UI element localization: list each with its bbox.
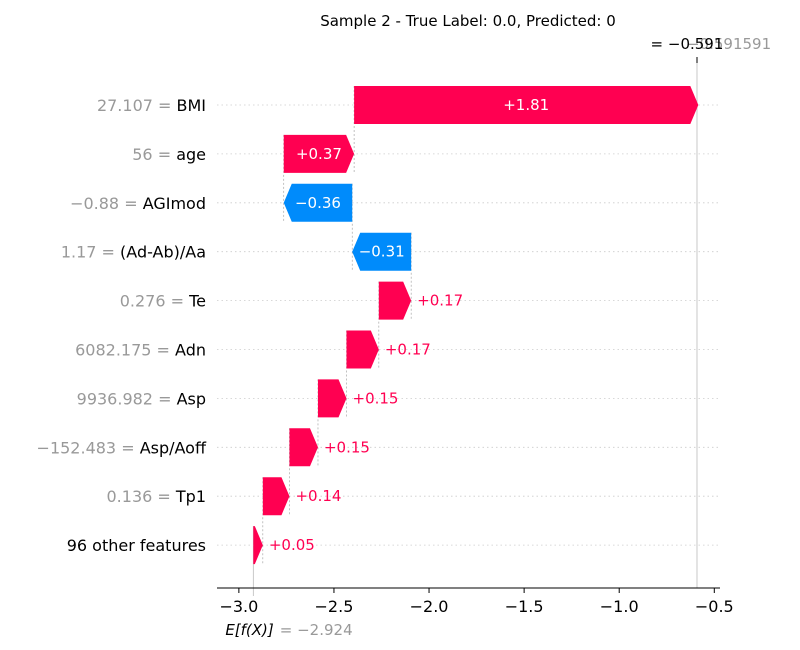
feature-name: 96 other features — [67, 536, 206, 555]
waterfall-bar — [346, 330, 379, 369]
feature-name: age — [176, 145, 206, 164]
waterfall-bar — [352, 232, 412, 271]
output-value-marker: −0.591591= −0.591 — [651, 35, 771, 63]
waterfall-bar — [354, 86, 699, 124]
contribution-label: −0.31 — [359, 243, 405, 261]
x-tick-label: −3.0 — [219, 597, 258, 616]
feature-label: 9936.982 = Asp — [77, 389, 206, 408]
feature-name: Te — [188, 292, 206, 311]
base-value-label: E[f(X)] = −2.924 — [225, 621, 352, 639]
feature-name: Asp/Aoff — [140, 438, 207, 457]
output-value-overlap-label: −0.591591 — [687, 35, 771, 53]
feature-value: 56 = — [132, 145, 176, 164]
feature-value: 0.276 = — [120, 292, 189, 311]
feature-label: −0.88 = AGImod — [70, 194, 206, 213]
x-tick-label: −1.5 — [505, 597, 544, 616]
feature-name: Tp1 — [175, 487, 206, 506]
feature-value: −152.483 = — [37, 438, 140, 457]
output-value-label: = −0.591 — [651, 35, 724, 53]
waterfall-bar — [378, 281, 412, 320]
feature-name: BMI — [177, 96, 207, 115]
contribution-label: +1.81 — [503, 96, 549, 114]
waterfall-bar — [262, 477, 290, 516]
feature-name: AGImod — [143, 194, 206, 213]
feature-name: (Ad-Ab)/Aa — [120, 243, 206, 262]
waterfall-bar — [317, 379, 347, 418]
feature-label: 27.107 = BMI — [97, 96, 206, 115]
contribution-label: −0.36 — [295, 194, 341, 212]
feature-value: −0.88 = — [70, 194, 143, 213]
contribution-label: +0.14 — [295, 487, 341, 505]
waterfall-bar — [283, 134, 355, 173]
bar-layer — [253, 86, 699, 565]
contribution-label: +0.15 — [353, 389, 399, 407]
feature-label: 0.136 = Tp1 — [107, 487, 207, 506]
feature-label: −152.483 = Asp/Aoff — [37, 438, 207, 457]
x-tick-label: −2.0 — [410, 597, 449, 616]
label-layer: +1.81 27.107 = BMI +0.37 56 = age −0.36 −0.88… — [37, 96, 550, 555]
waterfall-bar — [289, 428, 318, 467]
contribution-label: +0.17 — [385, 341, 431, 359]
feature-label: 96 other features — [67, 536, 206, 555]
feature-name: Adn — [175, 341, 206, 360]
chart-title: Sample 2 - True Label: 0.0, Predicted: 0 — [320, 12, 616, 30]
contribution-label: +0.17 — [417, 292, 463, 310]
x-tick-label: −0.5 — [695, 597, 734, 616]
feature-value: 6082.175 = — [75, 341, 175, 360]
contribution-label: +0.15 — [324, 438, 370, 456]
feature-value: 9936.982 = — [77, 389, 177, 408]
waterfall-bar — [253, 526, 263, 565]
waterfall-bar — [283, 183, 353, 222]
connector-layer — [262, 86, 412, 565]
feature-value: 27.107 = — [97, 96, 177, 115]
feature-label: 6082.175 = Adn — [75, 341, 206, 360]
feature-value: 0.136 = — [107, 487, 176, 506]
feature-value: 1.17 = — [61, 243, 120, 262]
x-tick-label: −1.0 — [600, 597, 639, 616]
x-axis: −3.0 −2.5 −2.0 −1.5 −1.0 −0.5 E[f(X)] = −2.924 — [217, 587, 734, 639]
feature-label: 0.276 = Te — [120, 292, 206, 311]
x-tick-label: −2.5 — [315, 597, 354, 616]
base-value-prefix: E[f(X)] — [225, 621, 274, 639]
feature-name: Asp — [177, 389, 206, 408]
base-value-number: = −2.924 — [280, 621, 353, 639]
contribution-label: +0.05 — [269, 536, 315, 554]
feature-label: 56 = age — [132, 145, 206, 164]
feature-label: 1.17 = (Ad-Ab)/Aa — [61, 243, 206, 262]
contribution-label: +0.37 — [296, 145, 342, 163]
